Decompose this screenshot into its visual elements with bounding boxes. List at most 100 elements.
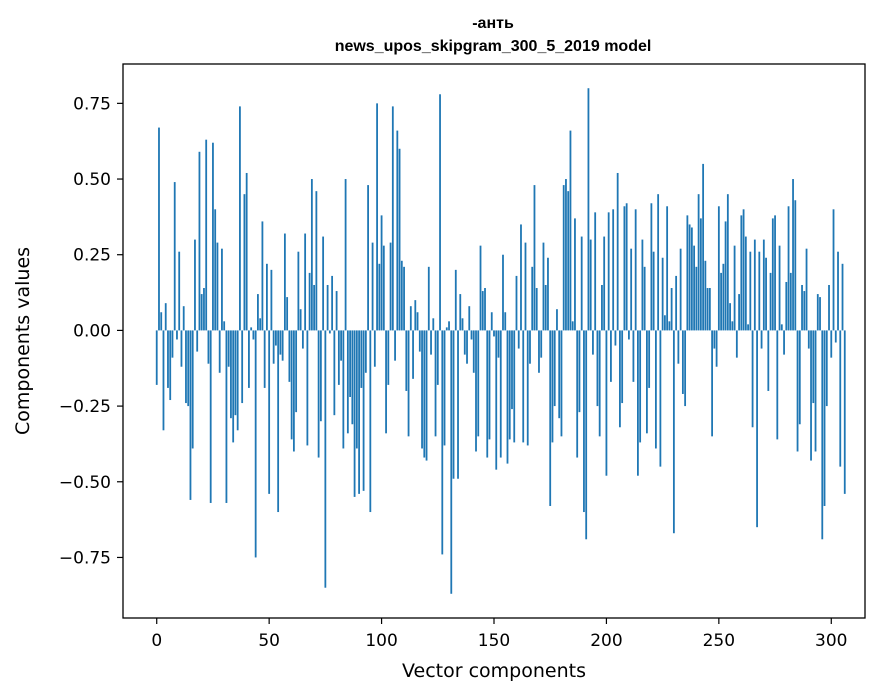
bar-38 <box>241 330 244 404</box>
bar-125 <box>436 330 439 385</box>
bar-284 <box>794 200 797 331</box>
bar-171 <box>540 330 543 358</box>
bar-73 <box>319 330 322 422</box>
bar-17 <box>194 239 196 331</box>
bar-226 <box>663 315 666 331</box>
bar-296 <box>821 330 824 540</box>
bar-250 <box>717 206 720 331</box>
bar-269 <box>760 330 763 349</box>
bar-219 <box>648 330 651 388</box>
bar-181 <box>562 185 565 331</box>
bar-113 <box>409 306 412 331</box>
bar-115 <box>414 300 417 331</box>
bar-186 <box>574 218 576 331</box>
bar-151 <box>495 330 498 470</box>
bar-298 <box>825 330 828 407</box>
bar-54 <box>277 330 280 513</box>
bar-127 <box>441 330 444 555</box>
bar-218 <box>646 330 648 434</box>
bar-23 <box>207 330 210 364</box>
bar-156 <box>506 330 509 464</box>
bar-9 <box>176 330 178 340</box>
bar-230 <box>672 330 675 534</box>
bar-254 <box>726 194 729 331</box>
bar-130 <box>448 321 450 331</box>
bar-224 <box>659 330 662 467</box>
bar-195 <box>594 212 597 331</box>
bar-249 <box>715 330 718 367</box>
y-tick-label-4: −0.25 <box>59 397 111 417</box>
bar-31 <box>225 330 228 503</box>
bar-33 <box>230 330 232 419</box>
bar-72 <box>317 330 320 458</box>
bar-194 <box>592 330 594 355</box>
x-tick-label-100: 100 <box>365 631 397 651</box>
bar-248 <box>713 330 716 349</box>
bar-169 <box>535 288 538 331</box>
bar-69 <box>310 179 313 331</box>
bar-244 <box>704 260 707 331</box>
bar-184 <box>569 130 572 331</box>
bar-117 <box>418 330 421 352</box>
bar-157 <box>508 330 511 440</box>
bar-235 <box>684 330 687 407</box>
bar-106 <box>394 330 396 361</box>
bar-228 <box>668 321 671 331</box>
bar-41 <box>248 330 250 388</box>
bar-124 <box>434 330 437 437</box>
bar-133 <box>454 269 457 331</box>
bar-203 <box>612 209 615 331</box>
bar-12 <box>182 306 185 331</box>
bar-74 <box>322 236 325 331</box>
bar-213 <box>634 209 637 331</box>
bar-8 <box>173 182 176 331</box>
bar-192 <box>587 88 590 331</box>
bar-268 <box>758 251 761 331</box>
bar-290 <box>807 330 810 349</box>
bar-294 <box>816 294 819 331</box>
bar-251 <box>720 272 722 331</box>
bar-66 <box>304 233 307 331</box>
bar-10 <box>178 251 181 331</box>
bar-247 <box>711 330 713 437</box>
bar-126 <box>439 94 441 331</box>
bar-44 <box>254 330 257 558</box>
bar-277 <box>778 245 781 331</box>
x-tick-label-150: 150 <box>478 631 510 651</box>
bar-295 <box>819 297 821 331</box>
bar-223 <box>657 194 660 331</box>
bar-64 <box>299 309 302 331</box>
bar-179 <box>558 330 561 419</box>
bar-86 <box>349 330 351 397</box>
bar-87 <box>351 330 354 425</box>
bar-128 <box>443 330 446 446</box>
bar-283 <box>792 179 794 331</box>
bar-16 <box>191 330 194 449</box>
bar-65 <box>301 330 304 349</box>
bar-83 <box>342 330 345 449</box>
bar-89 <box>355 330 358 449</box>
bar-135 <box>459 294 462 331</box>
bar-4 <box>164 303 167 331</box>
bar-112 <box>407 330 410 437</box>
bar-79 <box>333 330 336 416</box>
bar-7 <box>171 330 174 358</box>
bar-148 <box>488 330 491 440</box>
bar-187 <box>576 330 579 458</box>
bar-242 <box>699 218 702 331</box>
bars-group <box>155 88 846 594</box>
bar-281 <box>787 206 790 331</box>
bar-60 <box>290 330 293 440</box>
bar-263 <box>747 324 749 331</box>
bar-204 <box>614 330 617 346</box>
bar-104 <box>389 242 392 331</box>
bar-93 <box>364 330 367 373</box>
bar-266 <box>753 239 756 331</box>
bar-3 <box>162 330 165 431</box>
bar-210 <box>628 330 630 340</box>
bar-288 <box>803 291 806 331</box>
bar-185 <box>571 321 574 331</box>
bar-225 <box>661 257 664 331</box>
bar-134 <box>457 330 459 479</box>
bar-189 <box>580 236 583 331</box>
